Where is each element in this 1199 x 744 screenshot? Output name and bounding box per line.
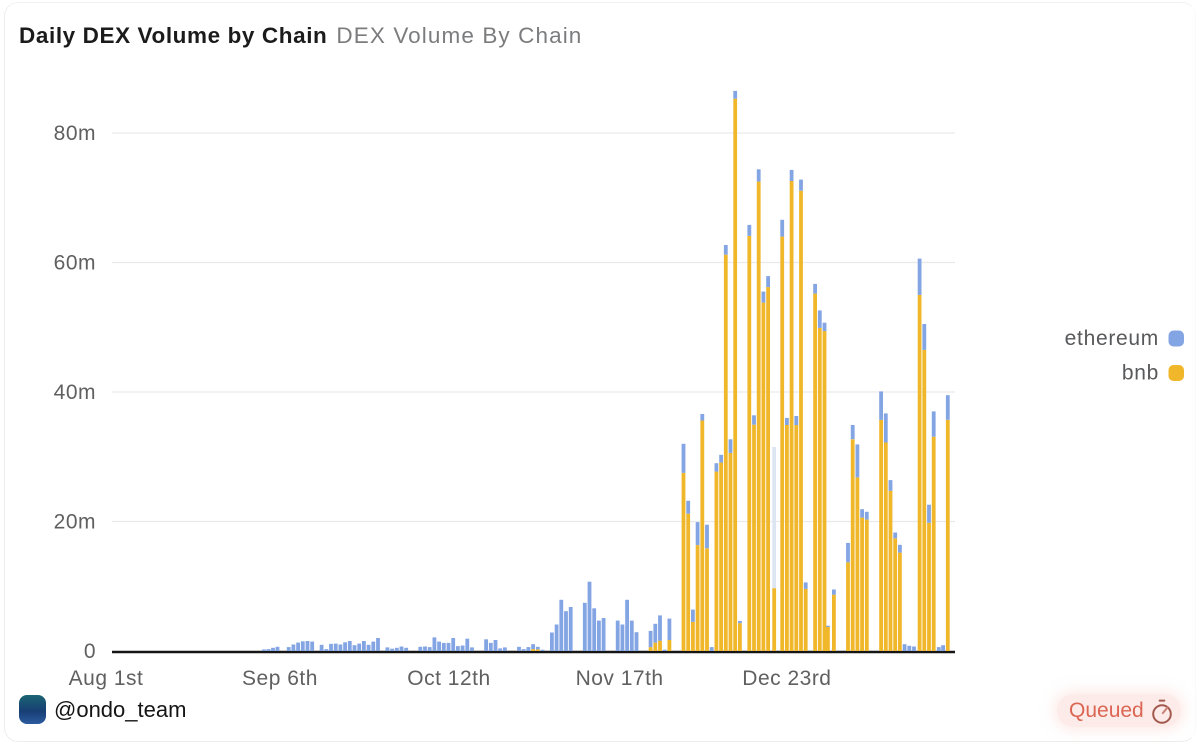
svg-text:40m: 40m <box>54 381 96 404</box>
svg-text:60m: 60m <box>54 252 96 275</box>
svg-text:Aug 1st: Aug 1st <box>69 667 144 690</box>
svg-text:80m: 80m <box>54 122 96 145</box>
svg-text:Nov 17th: Nov 17th <box>576 667 664 690</box>
svg-text:Oct 12th: Oct 12th <box>407 667 490 690</box>
svg-text:Sep 6th: Sep 6th <box>242 667 318 690</box>
svg-text:Dec 23rd: Dec 23rd <box>742 667 831 690</box>
svg-text:ethereum: ethereum <box>1065 327 1159 350</box>
svg-text:0: 0 <box>84 640 96 663</box>
svg-text:bnb: bnb <box>1122 362 1159 385</box>
svg-text:20m: 20m <box>54 511 96 534</box>
